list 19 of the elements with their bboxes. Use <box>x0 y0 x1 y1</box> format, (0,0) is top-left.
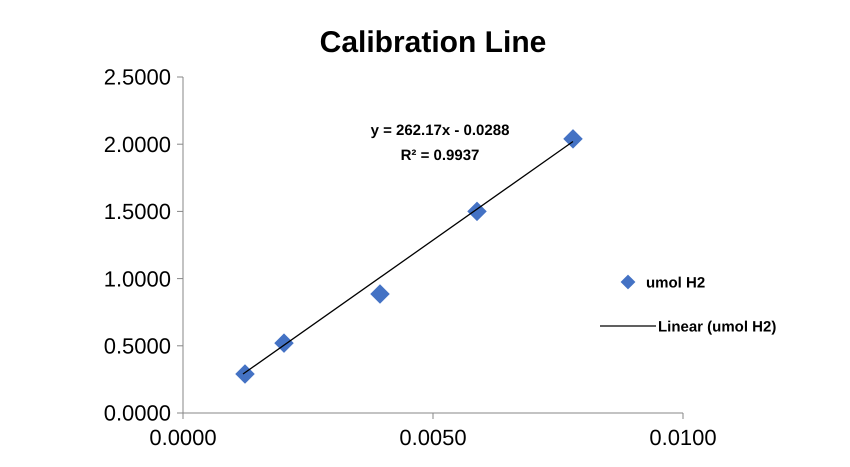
annotation: R² = 0.9937 <box>400 147 480 164</box>
y-tick-label: 1.5000 <box>104 199 171 224</box>
y-tick-label: 2.5000 <box>104 64 171 90</box>
x-tick-label: 0.0050 <box>399 425 467 450</box>
point <box>235 364 255 384</box>
y-tick-label: 2.0000 <box>104 132 171 157</box>
x-tick-label: 0.0000 <box>149 425 217 450</box>
y-tick-label: 0.5000 <box>104 334 171 358</box>
chart-title: Calibration Line <box>320 26 546 59</box>
annotation: y = 262.17x - 0.0288 <box>370 122 510 139</box>
y-tick-label: 0.0000 <box>104 400 171 426</box>
x-tick-label: 0.0100 <box>649 425 717 450</box>
legend-label: umol H2 <box>646 274 706 292</box>
point <box>467 202 487 222</box>
point <box>274 333 294 353</box>
point <box>370 284 390 304</box>
point <box>563 129 583 149</box>
legend-label: Linear (umol H2) <box>658 318 776 336</box>
y-tick-label: 1.0000 <box>104 266 171 292</box>
